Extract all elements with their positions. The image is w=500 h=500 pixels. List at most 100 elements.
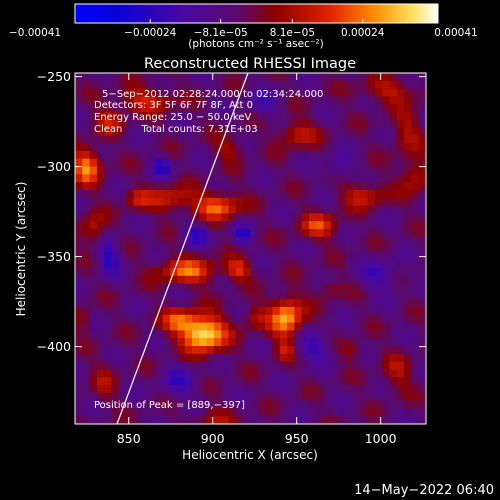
heatmap-cell [118, 268, 127, 277]
heatmap-cell [235, 135, 244, 144]
heatmap-cell [316, 229, 325, 238]
heatmap-cell [89, 80, 98, 89]
heatmap-cell [140, 127, 149, 136]
heatmap-cell [374, 392, 383, 401]
heatmap-cell [89, 88, 98, 97]
heatmap-cell [221, 236, 229, 245]
heatmap-cell [82, 166, 91, 175]
heatmap-cell [418, 275, 426, 284]
heatmap-cell [228, 314, 237, 323]
heatmap-cell [89, 135, 98, 144]
heatmap-cell [177, 182, 186, 191]
heatmap-cell [309, 291, 317, 300]
heatmap-cell [140, 400, 149, 409]
heatmap-cell [279, 408, 288, 417]
heatmap-cell [199, 205, 208, 214]
heatmap-cell [265, 119, 273, 128]
heatmap-cell [184, 346, 193, 355]
heatmap-cell [170, 205, 178, 214]
heatmap-cell [170, 166, 178, 175]
heatmap-cell [162, 392, 171, 401]
heatmap-cell [374, 283, 383, 292]
heatmap-cell [89, 182, 98, 191]
heatmap-cell [96, 80, 105, 89]
heatmap-cell [118, 158, 127, 167]
heatmap-cell [221, 260, 229, 269]
heatmap-cell [272, 353, 281, 362]
heatmap-cell [192, 252, 200, 261]
heatmap-cell [155, 322, 164, 331]
heatmap-cell [279, 322, 288, 331]
heatmap-cell [213, 346, 222, 355]
heatmap-cell [257, 182, 266, 191]
heatmap-cell [177, 96, 186, 105]
heatmap-cell [330, 96, 339, 105]
heatmap-cell [330, 268, 339, 277]
heatmap-cell [148, 221, 156, 230]
heatmap-cell [352, 392, 361, 401]
heatmap-cell [294, 314, 303, 323]
heatmap-cell [418, 330, 426, 339]
heatmap-cell [75, 408, 83, 417]
heatmap-cell [221, 369, 229, 378]
heatmap-cell [294, 307, 303, 316]
heatmap-cell [192, 260, 200, 269]
heatmap-cell [243, 330, 251, 339]
heatmap-cell [287, 135, 295, 144]
heatmap-cell [199, 158, 208, 167]
heatmap-cell [323, 314, 332, 323]
heatmap-cell [162, 275, 171, 284]
heatmap-cell [287, 346, 295, 355]
colorbar-tick-label: 0.00041 [434, 27, 477, 39]
heatmap-cell [265, 275, 273, 284]
heatmap-cell [221, 88, 229, 97]
heatmap-cell [221, 135, 229, 144]
heatmap-cell [221, 213, 229, 222]
heatmap-cell [235, 353, 244, 362]
heatmap-cell [213, 158, 222, 167]
heatmap-cell [199, 213, 208, 222]
heatmap-cell [389, 205, 398, 214]
heatmap-cell [323, 96, 332, 105]
heatmap-cell [294, 299, 303, 308]
heatmap-cell [177, 377, 186, 386]
heatmap-cell [111, 143, 120, 152]
heatmap-cell [213, 112, 222, 121]
heatmap-cell [316, 236, 325, 245]
heatmap-cell [89, 346, 98, 355]
heatmap-cell [243, 353, 251, 362]
heatmap-cell [265, 104, 273, 113]
heatmap-cell [228, 307, 237, 316]
heatmap-cell [104, 322, 112, 331]
heatmap-cell [330, 283, 339, 292]
heatmap-cell [352, 338, 361, 347]
heatmap-cell [272, 143, 281, 152]
heatmap-cell [213, 291, 222, 300]
heatmap-cell [345, 369, 354, 378]
heatmap-cell [338, 322, 346, 331]
heatmap-cell [228, 119, 237, 128]
heatmap-cell [221, 283, 229, 292]
heatmap-cell [330, 182, 339, 191]
heatmap-cell [418, 244, 426, 253]
heatmap-cell [140, 158, 149, 167]
heatmap-cell [345, 291, 354, 300]
heatmap-cell [382, 408, 390, 417]
heatmap-cell [352, 291, 361, 300]
heatmap-cell [148, 213, 156, 222]
heatmap-cell [192, 197, 200, 206]
heatmap-cell [360, 252, 368, 261]
heatmap-cell [411, 377, 420, 386]
heatmap-cell [389, 88, 398, 97]
heatmap-cell [411, 361, 420, 370]
heatmap-cell [199, 322, 208, 331]
heatmap-cell [250, 73, 259, 82]
heatmap-cell [177, 236, 186, 245]
heatmap-cell [184, 291, 193, 300]
heatmap-cell [206, 112, 215, 121]
heatmap-cell [118, 275, 127, 284]
heatmap-cell [257, 96, 266, 105]
heatmap-cell [162, 244, 171, 253]
heatmap-cell [126, 283, 134, 292]
heatmap-cell [411, 260, 420, 269]
